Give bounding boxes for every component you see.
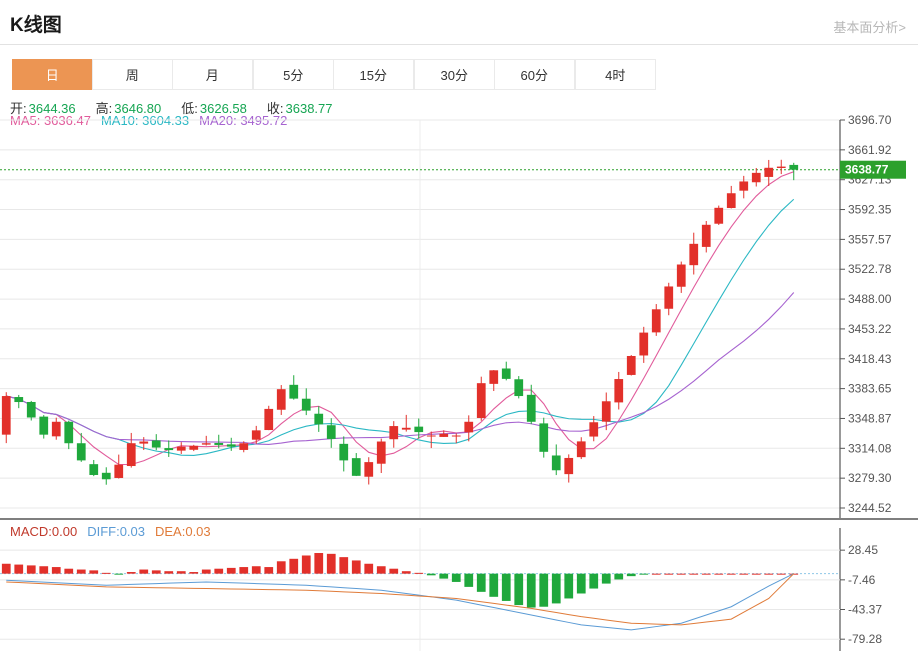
svg-text:3348.87: 3348.87 [848,411,892,425]
svg-text:3314.08: 3314.08 [848,441,892,455]
svg-text:3418.43: 3418.43 [848,352,892,366]
svg-text:-79.28: -79.28 [848,632,882,646]
svg-text:3696.70: 3696.70 [848,113,892,127]
svg-text:-43.37: -43.37 [848,603,882,617]
svg-text:3244.52: 3244.52 [848,501,892,515]
svg-text:3383.65: 3383.65 [848,382,892,396]
svg-text:3557.57: 3557.57 [848,232,892,246]
svg-text:3522.78: 3522.78 [848,262,892,276]
svg-text:3592.35: 3592.35 [848,203,892,217]
svg-text:3661.92: 3661.92 [848,143,892,157]
svg-text:3488.00: 3488.00 [848,292,892,306]
svg-text:28.45: 28.45 [848,543,878,557]
svg-text:3638.77: 3638.77 [845,163,889,177]
svg-text:3453.22: 3453.22 [848,322,892,336]
svg-text:-7.46: -7.46 [848,573,876,587]
svg-text:3279.30: 3279.30 [848,471,892,485]
